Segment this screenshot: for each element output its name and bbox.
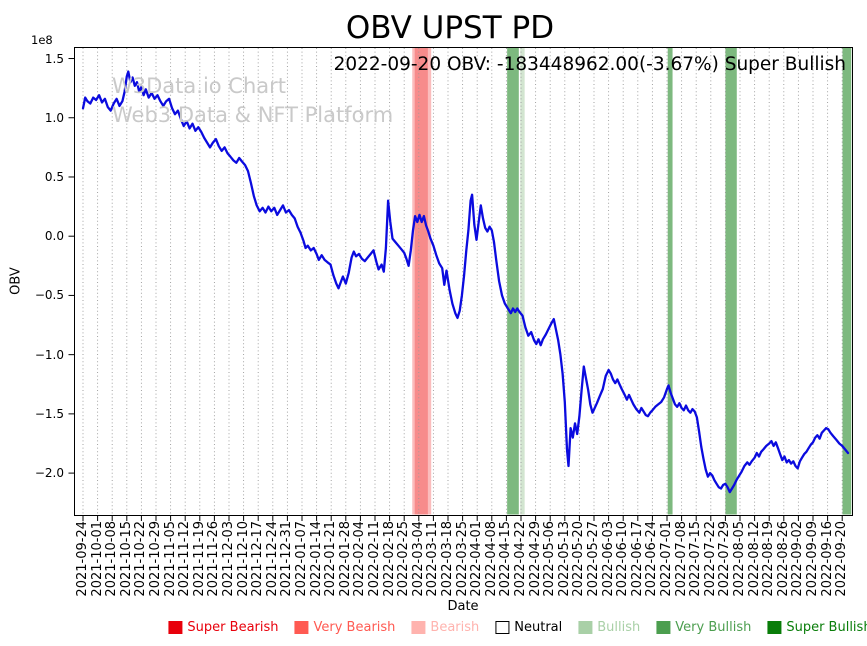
watermark-line2: Web3 Data & NFT Platform (112, 103, 394, 127)
x-axis-label: Date (447, 599, 479, 614)
x-tick-label: 2021-09-24 (75, 521, 90, 597)
legend-swatch-icon (578, 621, 593, 634)
legend-label: Very Bearish (313, 620, 396, 635)
x-tick-label: 2022-09-20 (834, 521, 850, 597)
x-tick-label: 2021-11-12 (177, 521, 193, 597)
x-tick-label: 2022-08-19 (761, 521, 777, 597)
y-tick-label: −2.0 (34, 466, 64, 481)
x-tick-label: 2021-10-22 (133, 521, 149, 597)
x-tick-label: 2022-09-02 (790, 521, 806, 597)
x-tick-label: 2022-06-24 (644, 521, 660, 597)
legend-label: Bullish (597, 620, 641, 635)
x-tick-label: 2022-03-11 (425, 521, 441, 597)
plot-border (74, 47, 853, 516)
x-tick-label: 2022-07-15 (688, 521, 704, 597)
x-tick-label: 2022-07-29 (717, 521, 733, 597)
very-bullish-band (725, 47, 737, 515)
x-tick-label: 2021-12-31 (279, 521, 295, 597)
super-bullish-band (842, 47, 852, 515)
obv-annotation: 2022-09-20 OBV: -183448962.00(-3.67%) Su… (333, 54, 846, 75)
x-tick-label: 2022-01-21 (323, 521, 339, 597)
y-tick-label: 0.0 (44, 229, 64, 244)
x-tick-label: 2022-02-04 (352, 521, 368, 597)
legend-swatch-icon (656, 621, 671, 634)
x-tick-label: 2022-08-05 (732, 521, 747, 597)
y-tick-label: −1.5 (34, 406, 64, 421)
x-tick-label: 2022-02-11 (367, 521, 382, 597)
y-tick-label: 0.5 (44, 169, 64, 184)
x-tick-label: 2022-07-01 (659, 521, 674, 597)
x-tick-label: 2022-01-07 (294, 521, 309, 597)
watermark: W3Data.io Chart Web3 Data & NFT Platform (112, 72, 393, 130)
y-tick-label: 1.5 (44, 51, 64, 66)
watermark-line1: W3Data.io Chart (112, 74, 287, 98)
y-tick-label: 1.0 (44, 110, 64, 125)
x-tick-label: 2021-12-03 (221, 521, 236, 597)
y-axis-label: OBV (8, 267, 24, 295)
x-tick-label: 2021-10-08 (104, 521, 120, 597)
legend-item-very-bearish: Very Bearish (294, 620, 396, 635)
x-tick-label: 2022-05-20 (571, 521, 587, 597)
legend-item-super-bearish: Super Bearish (168, 620, 279, 635)
x-tick-label: 2021-10-29 (148, 521, 163, 597)
legend-item-bearish: Bearish (411, 620, 479, 635)
legend-item-very-bullish: Very Bullish (656, 620, 751, 635)
x-tick-label: 2021-11-26 (206, 521, 222, 597)
legend-item-neutral: Neutral (495, 620, 562, 635)
legend-swatch-icon (294, 621, 309, 634)
x-tick-label: 2022-06-10 (615, 521, 631, 597)
legend-label: Neutral (514, 620, 563, 635)
legend-label: Super Bearish (187, 620, 279, 635)
x-tick-label: 2022-02-25 (396, 521, 412, 597)
legend-swatch-icon (495, 621, 510, 634)
obv-line (81, 70, 850, 494)
legend-item-super-bullish: Super Bullish (767, 620, 867, 635)
legend-label: Bearish (430, 620, 480, 635)
very-bullish-band (667, 47, 673, 515)
very-bearish-band (414, 47, 428, 515)
bullish-band (520, 47, 525, 515)
x-tick-label: 2022-03-18 (440, 521, 455, 597)
x-tick-label: 2022-09-09 (805, 521, 820, 597)
y-tick-label: −0.5 (34, 288, 64, 303)
x-tick-label: 2022-04-15 (498, 521, 514, 597)
legend: Super Bearish Very Bearish Bearish Neutral B… (168, 620, 867, 635)
y-tick-label: −1.0 (34, 347, 64, 362)
legend-item-bullish: Bullish (578, 620, 640, 635)
x-tick-label: 2021-12-17 (250, 521, 266, 597)
x-tick-label: 2022-05-27 (586, 521, 601, 597)
page-title: OBV UPST PD (345, 10, 555, 46)
legend-label: Super Bullish (786, 620, 867, 635)
very-bullish-band (507, 47, 519, 515)
legend-swatch-icon (168, 621, 183, 634)
x-tick-label: 2022-04-01 (469, 521, 485, 597)
legend-swatch-icon (411, 621, 426, 634)
legend-swatch-icon (767, 621, 782, 634)
x-tick-label: 2022-05-06 (542, 521, 558, 597)
x-tick-label: 2022-04-22 (513, 521, 528, 597)
y-axis-offset-label: 1e8 (31, 33, 53, 47)
legend-label: Very Bullish (675, 620, 752, 635)
